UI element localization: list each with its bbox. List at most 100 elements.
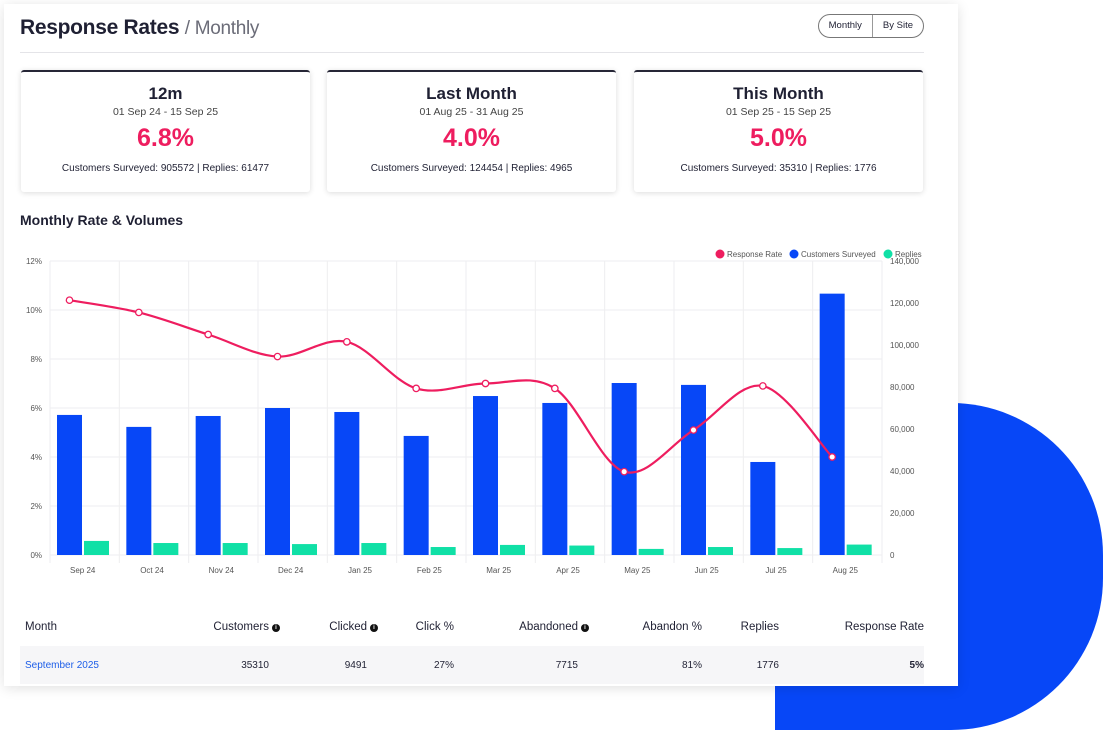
column-header-label: Customers <box>213 621 269 633</box>
column-header: Click % <box>378 621 454 633</box>
customers-bar <box>126 426 152 555</box>
customers-bar <box>473 396 498 555</box>
left-axis-tick: 8% <box>30 355 42 364</box>
replies-bar <box>361 543 387 555</box>
replies-bar <box>846 544 872 555</box>
replies-bar <box>569 545 595 555</box>
rate-volume-chart: 0% 2% 4% 6% 8% 10% 12% 0 20,000 40,000 60,000 80,00… <box>26 249 922 575</box>
customers-bar <box>403 435 429 555</box>
x-axis-tick: Dec 24 <box>278 566 304 575</box>
page-subtitle: / Monthly <box>184 18 260 39</box>
response-rate-point <box>550 384 559 393</box>
x-axis-tick: Apr 25 <box>556 566 580 575</box>
response-rate-point <box>204 330 213 339</box>
summary-card-12m: 12m 01 Sep 24 - 15 Sep 25 6.8% Customers… <box>21 70 310 192</box>
response-rate-point <box>273 352 282 361</box>
table-header: Month Customers i Clicked i Click % Abandoned i… <box>20 608 924 646</box>
right-axis-tick: 60,000 <box>890 425 915 434</box>
x-axis-tick: Feb 25 <box>417 566 442 575</box>
customers-bar <box>681 384 706 555</box>
column-header-label: Month <box>25 621 57 633</box>
monthly-table: Month Customers i Clicked i Click % Abandoned i… <box>20 608 924 684</box>
header: Response Rates / Monthly Monthly By Site <box>20 14 924 53</box>
x-axis-tick: Jul 25 <box>765 566 787 575</box>
replies-bar <box>222 543 248 555</box>
column-header: Month <box>20 621 170 633</box>
legend-marker <box>715 249 725 259</box>
column-header-label: Response Rate <box>844 621 924 633</box>
customers-bar <box>542 402 568 555</box>
response-rate-point <box>65 296 74 305</box>
section-title: Monthly Rate & Volumes <box>20 212 184 228</box>
column-header: Abandon % <box>589 621 702 633</box>
column-header: Customers i <box>170 621 280 633</box>
x-axis-tick: Aug 25 <box>833 566 859 575</box>
table-cell: 35310 <box>241 659 269 671</box>
column-header-label: Click % <box>415 621 454 633</box>
card-summary: Customers Surveyed: 124454 | Replies: 49… <box>370 163 573 174</box>
column-header: Response Rate <box>779 621 924 633</box>
column-header: Clicked i <box>280 621 378 633</box>
response-rate-point <box>758 382 767 390</box>
right-axis-tick: 20,000 <box>890 509 915 518</box>
column-header-label: Abandoned <box>519 621 578 633</box>
title-text: Response Rates <box>20 16 180 39</box>
table-cell: 81% <box>681 659 702 671</box>
left-axis-tick: 0% <box>30 551 42 560</box>
table-cell: 9491 <box>344 659 367 671</box>
card-rate: 4.0% <box>443 124 500 152</box>
column-header-label: Replies <box>740 621 779 633</box>
table-cell: 27% <box>433 659 454 671</box>
toggle-monthly[interactable]: Monthly <box>828 20 862 31</box>
response-rate-point <box>620 467 629 476</box>
right-axis-tick: 0 <box>890 551 895 560</box>
info-icon[interactable]: i <box>581 624 589 632</box>
left-axis-tick: 2% <box>30 502 42 511</box>
table-cell: 1776 <box>756 659 779 671</box>
x-axis-tick: Mar 25 <box>486 566 511 575</box>
card-rate: 6.8% <box>137 124 194 152</box>
card-dates: 01 Aug 25 - 31 Aug 25 <box>419 106 524 118</box>
x-axis-tick: Jan 25 <box>348 566 373 575</box>
response-rate-point <box>828 453 837 461</box>
summary-card-last-month: Last Month 01 Aug 25 - 31 Aug 25 4.0% Cu… <box>327 70 616 192</box>
card-dates: 01 Sep 25 - 15 Sep 25 <box>725 106 832 118</box>
page-title: Response Rates / Monthly <box>20 16 259 40</box>
toggle-by-site[interactable]: By Site <box>871 15 923 37</box>
x-axis-tick: Jun 25 <box>695 566 720 575</box>
legend-marker <box>883 249 893 259</box>
replies-bar <box>84 540 109 555</box>
table-cell: 7715 <box>555 659 578 671</box>
response-rate-line <box>69 299 833 474</box>
table-cell: 5% <box>909 659 924 671</box>
customers-bar <box>57 414 82 555</box>
card-rate: 5.0% <box>750 124 807 152</box>
response-rate-point <box>342 338 351 346</box>
summary-card-this-month: This Month 01 Sep 25 - 15 Sep 25 5.0% Cu… <box>634 70 923 192</box>
customers-bar <box>750 461 776 555</box>
info-icon[interactable]: i <box>272 624 280 632</box>
legend-label: Replies <box>895 250 922 259</box>
response-rate-point <box>134 308 143 317</box>
legend-label: Response Rate <box>727 250 783 259</box>
customers-bar <box>819 293 845 555</box>
x-axis-tick: Oct 24 <box>140 566 164 575</box>
x-axis-tick: Nov 24 <box>209 566 235 575</box>
left-axis-tick: 6% <box>30 404 42 413</box>
right-axis-tick: 40,000 <box>890 467 915 476</box>
legend-marker <box>789 249 799 259</box>
right-axis-tick: 80,000 <box>890 383 915 392</box>
response-rate-point <box>481 379 490 388</box>
right-axis-tick: 120,000 <box>890 299 919 308</box>
legend-label: Customers Surveyed <box>801 250 876 259</box>
card-title: 12m <box>148 84 183 103</box>
month-link[interactable]: September 2025 <box>25 659 99 671</box>
replies-bar <box>708 547 733 555</box>
replies-bar <box>153 543 179 555</box>
customers-bar <box>334 411 360 555</box>
card-summary: Customers Surveyed: 35310 | Replies: 177… <box>680 163 877 174</box>
info-icon[interactable]: i <box>370 624 378 632</box>
left-axis-tick: 4% <box>30 453 42 462</box>
x-axis-tick: May 25 <box>624 566 651 575</box>
column-header-label: Clicked <box>329 621 367 633</box>
